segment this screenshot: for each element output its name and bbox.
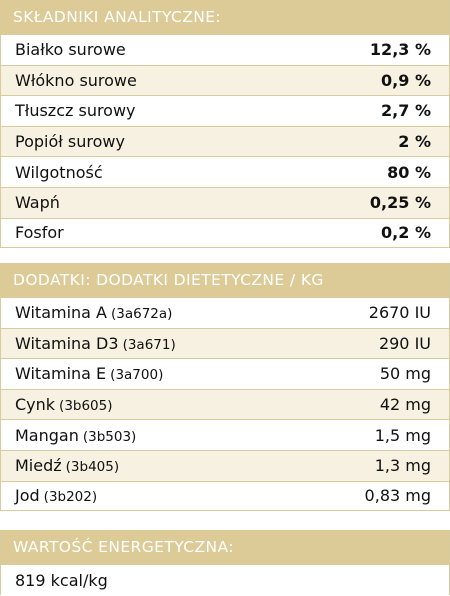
table-row: Fosfor 0,2 %: [1, 217, 449, 249]
table-row: Włókno surowe 0,9 %: [1, 64, 449, 96]
row-label: Popiół surowy: [15, 132, 125, 152]
energy-section: WARTOŚĆ ENERGETYCZNA: 819 kcal/kg: [0, 530, 450, 595]
table-row: Wilgotność 80 %: [1, 156, 449, 187]
row-label: Miedź: [15, 456, 62, 476]
energy-header: WARTOŚĆ ENERGETYCZNA:: [1, 530, 449, 564]
row-label: Witamina E: [15, 364, 107, 384]
table-row: Witamina A (3a672a) 2670 IU: [1, 297, 449, 328]
row-code: (3a700): [110, 367, 164, 384]
table-row: Białko surowe 12,3 %: [1, 34, 449, 65]
row-code: (3b202): [43, 489, 98, 506]
row-label: Jod: [15, 486, 40, 506]
row-label-group: Witamina A (3a672a): [15, 303, 172, 322]
table-row: Witamina E (3a700) 50 mg: [1, 358, 449, 389]
row-value: 42 mg: [379, 395, 431, 415]
row-code: (3a672a): [111, 306, 173, 323]
row-value: 0,25 %: [369, 193, 431, 213]
table-row: Popiół surowy 2 %: [1, 125, 449, 157]
row-code: (3b605): [59, 398, 113, 415]
row-value: 0,9 %: [381, 70, 431, 90]
row-label: Mangan: [15, 425, 79, 445]
table-row: Jod (3b202) 0,83 mg: [1, 480, 449, 512]
row-label: Cynk: [15, 395, 56, 415]
row-code: (3b405): [65, 459, 120, 476]
row-value: 2,7 %: [381, 101, 431, 121]
table-row: Miedź (3b405) 1,3 mg: [1, 449, 449, 481]
row-label: Witamina A: [15, 303, 107, 323]
table-row: Tłuszcz surowy 2,7 %: [1, 95, 449, 126]
row-label-group: Witamina E (3a700): [15, 364, 163, 383]
row-label-group: Jod (3b202): [15, 486, 97, 505]
energy-value: 819 kcal/kg: [1, 564, 449, 595]
row-value: 50 mg: [379, 364, 431, 384]
analytical-rows: Białko surowe 12,3 % Włókno surowe 0,9 %…: [1, 34, 449, 249]
row-code: (3b503): [82, 428, 137, 445]
row-value: 290 IU: [378, 333, 431, 353]
additives-rows: Witamina A (3a672a) 2670 IU Witamina D3 (3…: [1, 297, 449, 512]
row-label: Wilgotność: [15, 162, 103, 182]
row-label: Fosfor: [15, 223, 64, 243]
additives-header: DODATKI: DODATKI DIETETYCZNE / KG: [1, 263, 449, 297]
row-value: 0,2 %: [381, 223, 431, 243]
row-label-group: Miedź (3b405): [15, 456, 119, 475]
table-row: Wapń 0,25 %: [1, 186, 449, 218]
row-label-group: Witamina D3 (3a671): [15, 334, 176, 353]
analytical-header: SKŁADNIKI ANALITYCZNE:: [1, 0, 449, 34]
row-code: (3a671): [122, 336, 176, 353]
row-label: Tłuszcz surowy: [15, 101, 136, 121]
table-row: Mangan (3b503) 1,5 mg: [1, 419, 449, 450]
row-label: Włókno surowe: [15, 70, 137, 90]
row-value: 2670 IU: [368, 303, 431, 323]
table-row: Cynk (3b605) 42 mg: [1, 388, 449, 420]
additives-section: DODATKI: DODATKI DIETETYCZNE / KG Witami…: [0, 263, 450, 512]
row-value: 2 %: [398, 132, 431, 152]
row-value: 80 %: [387, 162, 431, 182]
row-value: 1,5 mg: [374, 425, 431, 445]
table-row: Witamina D3 (3a671) 290 IU: [1, 327, 449, 359]
analytical-section: SKŁADNIKI ANALITYCZNE: Białko surowe 12,…: [0, 0, 450, 249]
row-label: Wapń: [15, 193, 60, 213]
row-label-group: Mangan (3b503): [15, 426, 136, 445]
row-value: 12,3 %: [369, 40, 431, 60]
row-value: 0,83 mg: [364, 486, 431, 506]
row-label: Witamina D3: [15, 333, 119, 353]
row-label-group: Cynk (3b605): [15, 395, 113, 414]
row-value: 1,3 mg: [374, 456, 431, 476]
row-label: Białko surowe: [15, 40, 126, 60]
